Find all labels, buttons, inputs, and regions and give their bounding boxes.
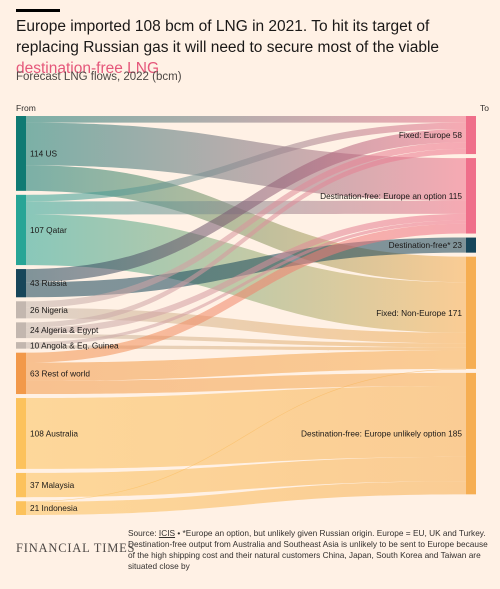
flow-row-to-df_unl — [26, 372, 466, 395]
chart-subtitle: Forecast LNG flows, 2022 (bcm) — [16, 71, 182, 83]
source-prefix: Source: — [128, 528, 159, 538]
flow-row-to-fixed_non — [26, 350, 466, 381]
source-node-qatar — [16, 194, 26, 266]
source-label-algeria: 24 Algeria & Egypt — [30, 325, 99, 335]
flow-links — [26, 116, 466, 515]
source-node-nigeria — [16, 301, 26, 319]
flow-angola-to-df_eu — [26, 220, 466, 346]
source-node-russia — [16, 269, 26, 298]
title-highlight: destination-free LNG — [16, 60, 160, 77]
target-label-fixed_eu: Fixed: Europe 58 — [399, 130, 463, 140]
flow-algeria-to-fixed_non — [26, 334, 466, 348]
nodes — [16, 116, 476, 515]
flow-indonesia-to-fixed_non — [26, 368, 466, 502]
source-node-australia — [16, 398, 26, 469]
header-rule — [16, 9, 60, 12]
target-node-fixed_non — [466, 256, 476, 369]
source-label-australia: 108 Australia — [30, 428, 78, 438]
source-node-us — [16, 116, 26, 191]
ft-logo: FINANCIAL TIMES — [16, 541, 136, 555]
source-label-nigeria: 26 Nigeria — [30, 305, 68, 315]
flow-us-to-fixed_eu — [26, 116, 466, 123]
flow-nigeria-to-fixed_eu — [26, 142, 466, 308]
target-label-df_ast: Destination-free* 23 — [389, 240, 463, 250]
axis-label-from: From — [16, 103, 36, 113]
source-label-indonesia: 21 Indonesia — [30, 503, 78, 513]
flow-indonesia-to-df_unl — [26, 481, 466, 515]
source-node-malaysia — [16, 472, 26, 498]
flow-qatar-to-fixed_eu — [26, 122, 466, 202]
target-node-df_eu — [466, 158, 476, 234]
flow-australia-to-df_unl — [26, 386, 466, 469]
target-node-df_ast — [466, 237, 476, 253]
source-label-row: 63 Rest of world — [30, 368, 90, 378]
source-label-angola: 10 Angola & Eq. Guinea — [30, 340, 119, 350]
source-link[interactable]: ICIS — [158, 528, 176, 538]
source-node-angola — [16, 342, 26, 349]
flow-malaysia-to-df_unl — [26, 456, 466, 498]
chart-title: Europe imported 108 bcm of LNG in 2021. … — [16, 16, 486, 79]
source-node-row — [16, 352, 26, 395]
target-node-fixed_eu — [466, 116, 476, 155]
flow-russia-to-df_ast — [26, 237, 466, 298]
axis-label-to: To — [480, 103, 489, 113]
source-node-indonesia — [16, 501, 26, 515]
target-label-df_eu: Destination-free: Europe an option 115 — [320, 191, 462, 201]
target-node-df_unl — [466, 372, 476, 495]
source-label-qatar: 107 Qatar — [30, 225, 67, 235]
source-text: • *Europe an option, but unlikely given … — [128, 528, 488, 571]
title-main: Europe imported 108 bcm of LNG in 2021. … — [16, 18, 440, 56]
source-label-us: 114 US — [30, 148, 58, 158]
source-note: Source: ICIS • *Europe an option, but un… — [128, 528, 488, 572]
flow-russia-to-fixed_eu — [26, 129, 466, 283]
flow-algeria-to-df_eu — [26, 213, 466, 335]
target-label-df_unl: Destination-free: Europe unlikely option… — [301, 429, 462, 439]
flow-row-to-df_eu — [26, 223, 466, 363]
target-label-fixed_non: Fixed: Non-Europe 171 — [376, 308, 462, 318]
source-node-algeria — [16, 322, 26, 339]
source-label-russia: 43 Russia — [30, 278, 67, 288]
node-labels: 114 US 107 Qatar 43 Russia 26 Nigeria 24 Alg… — [30, 130, 462, 513]
flow-algeria-to-fixed_eu — [26, 148, 466, 328]
source-label-malaysia: 37 Malaysia — [30, 480, 75, 490]
